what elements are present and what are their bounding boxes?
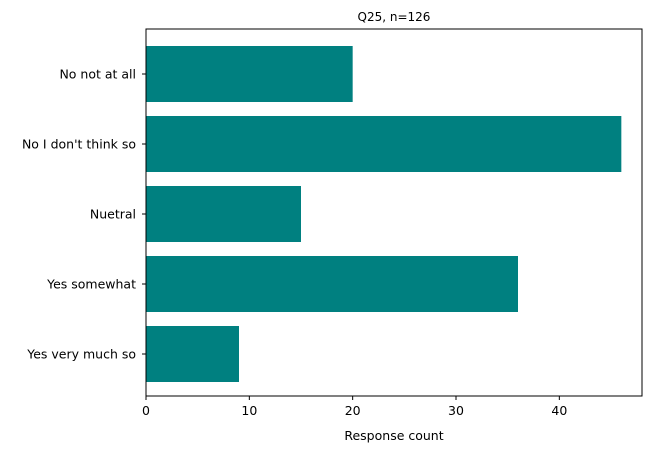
x-tick-label: 20	[345, 403, 361, 418]
x-tick-label: 0	[142, 403, 150, 418]
bar-no-i-don-t-think-so	[146, 116, 622, 172]
x-axis-label: Response count	[344, 428, 443, 443]
bar-yes-somewhat	[146, 256, 518, 312]
bar-nuetral	[146, 186, 301, 242]
chart-title: Q25, n=126	[358, 10, 431, 24]
x-tick-label: 10	[241, 403, 257, 418]
y-tick-label: Yes somewhat	[46, 277, 136, 292]
y-tick-label: No not at all	[59, 67, 136, 82]
x-axis-ticks: 0 10 20 30 40	[142, 396, 567, 418]
bar-yes-very-much-so	[146, 326, 239, 382]
y-tick-label: Yes very much so	[26, 347, 136, 362]
x-tick-label: 40	[551, 403, 567, 418]
y-axis-ticks: No not at all No I don't think so Nuetral Y…	[22, 67, 146, 362]
bar-no-not-at-all	[146, 46, 353, 102]
x-tick-label: 30	[448, 403, 464, 418]
y-tick-label: No I don't think so	[22, 137, 136, 152]
y-tick-label: Nuetral	[90, 207, 136, 222]
bars-group	[146, 46, 622, 382]
plot-frame	[145, 28, 643, 397]
